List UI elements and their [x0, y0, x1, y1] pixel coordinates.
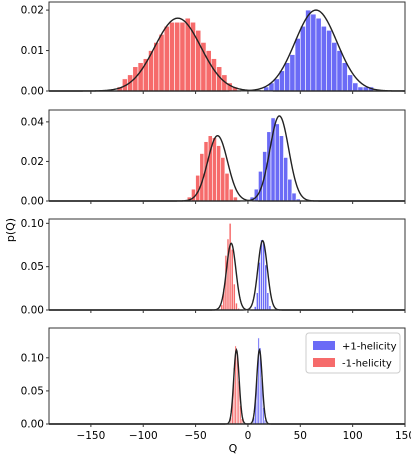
- panel-3: 0.00 0.05 0.10: [21, 218, 406, 317]
- histogram-bar: [179, 21, 186, 92]
- histogram-bar: [258, 262, 261, 311]
- histogram-bar: [220, 304, 224, 311]
- histogram-bar: [184, 17, 191, 92]
- y-tick-label: 0.00: [21, 196, 44, 208]
- histogram-bar: [153, 42, 160, 92]
- histogram-bar: [232, 283, 236, 311]
- histogram-bar: [274, 123, 280, 202]
- histogram-bar: [284, 62, 291, 92]
- histogram-bar: [158, 34, 165, 92]
- panel-frame: [48, 109, 406, 202]
- histogram-bar: [212, 137, 217, 202]
- histogram-bar: [266, 292, 270, 311]
- histogram-bar: [163, 25, 170, 92]
- histogram-bar: [299, 25, 306, 92]
- panel-frame: [48, 218, 406, 311]
- panel-1: 0.00 0.01 0.02: [21, 1, 406, 98]
- x-tick-label: 50: [294, 430, 307, 442]
- panels: 0.000.010.020.000.020.040.000.050.100.00…: [21, 1, 411, 442]
- panel-frame: [48, 327, 406, 425]
- histogram-bar: [220, 157, 226, 202]
- histogram-bar: [256, 292, 259, 311]
- y-tick-label: 0.01: [21, 45, 44, 57]
- histogram-bar: [291, 192, 297, 202]
- histogram-bar: [287, 178, 293, 202]
- histogram-bar: [315, 17, 322, 92]
- histogram-bar: [174, 21, 181, 92]
- y-tick-label: 0.10: [21, 352, 44, 364]
- histogram-bar: [294, 38, 301, 92]
- histogram-bar: [279, 135, 284, 202]
- histogram-bar: [224, 173, 230, 202]
- histogram-bar: [235, 302, 238, 311]
- histogram-bar: [264, 264, 268, 311]
- y-tick-label: 0.02: [21, 156, 44, 168]
- histogram-bar: [326, 30, 333, 92]
- y-tick-label: 0.04: [21, 116, 45, 128]
- panel-4: 0.00 0.05 0.10: [21, 327, 406, 431]
- histogram-bar: [230, 249, 234, 311]
- histogram-bar: [137, 62, 144, 92]
- histogram-bar: [347, 74, 353, 92]
- histogram-bar: [352, 82, 359, 92]
- x-tick-label: −100: [129, 430, 158, 442]
- histogram-bar: [228, 188, 234, 202]
- histogram-bar: [305, 9, 312, 92]
- legend-swatch: [313, 341, 335, 350]
- y-tick-label: 0.00: [21, 419, 44, 431]
- histogram-bar: [210, 58, 217, 92]
- x-axis-label: Q: [229, 442, 238, 455]
- histogram-bar: [320, 25, 327, 92]
- histogram-bar: [205, 50, 212, 92]
- histogram-bar: [279, 70, 285, 92]
- x-tick-label: 0: [245, 430, 252, 442]
- histogram-bar: [341, 62, 348, 92]
- histogram-bar: [310, 13, 317, 92]
- legend: +1-helicity -1-helicity: [305, 332, 401, 374]
- y-axis-label: p(Q): [4, 218, 17, 242]
- y-tick-label: 0.00: [21, 305, 44, 317]
- legend-swatch: [313, 358, 335, 367]
- legend-label: -1-helicity: [342, 359, 392, 370]
- x-tick-label: 100: [343, 430, 363, 442]
- x-tick-label: −150: [76, 430, 105, 442]
- histogram-bar: [216, 145, 222, 202]
- x-axis: −150 −100 −50 0 50 100 150: [76, 430, 411, 442]
- histogram-bar: [260, 239, 263, 311]
- histogram-bar: [331, 42, 338, 92]
- histogram-bar: [289, 54, 296, 92]
- histogram-bar: [228, 223, 232, 311]
- panel-2: 0.00 0.02 0.04: [21, 109, 406, 208]
- y-tick-label: 0.05: [21, 261, 44, 273]
- histogram-bar: [273, 78, 280, 92]
- legend-label: +1-helicity: [342, 342, 397, 353]
- histogram-bar: [169, 21, 175, 92]
- histogram-bar: [262, 242, 265, 311]
- y-tick-label: 0.05: [21, 385, 44, 397]
- panel-frame: [48, 1, 406, 92]
- x-tick-label: 150: [395, 430, 411, 442]
- histogram-bar: [336, 50, 343, 92]
- y-tick-label: 0.00: [21, 86, 44, 98]
- y-tick-label: 0.10: [21, 218, 44, 230]
- x-tick-label: −50: [185, 430, 207, 442]
- histogram-bar: [283, 157, 289, 202]
- y-tick-label: 0.02: [21, 5, 44, 17]
